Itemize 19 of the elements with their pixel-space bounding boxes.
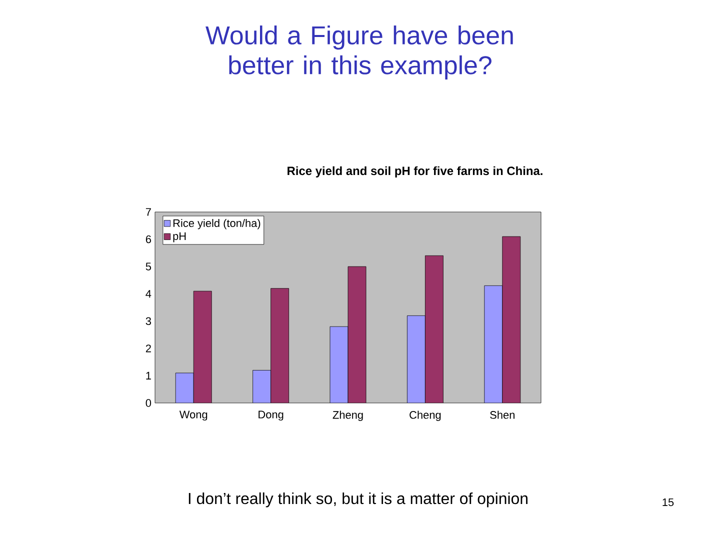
x-tick-label: Cheng	[410, 410, 441, 421]
chart-title: Would a Figure have been better in this example?	[206, 26, 513, 80]
legend-label: pH	[173, 232, 186, 242]
x-tick-label: Dong	[258, 410, 284, 421]
x-tick-label: Shen	[490, 410, 514, 419]
y-tick-label: 0	[146, 399, 152, 407]
y-tick-label: 3	[146, 317, 152, 326]
y-tick-label: 4	[146, 290, 152, 298]
chart-subtitle: Rice yield and soil pH for five farms in China.	[288, 166, 542, 178]
x-tick-label: Wong	[179, 410, 208, 421]
y-tick-label: 5	[146, 262, 152, 270]
y-tick-label: 1	[146, 372, 151, 380]
text: I don’t really think so, but it is a matter of opinion	[188, 492, 528, 508]
legend-label: Rice yield (ton/ha)	[173, 218, 260, 230]
y-tick-label: 7	[146, 208, 151, 216]
y-tick-label: 2	[146, 344, 151, 352]
text: 15	[662, 498, 674, 506]
y-tick-label: 6	[146, 235, 152, 244]
x-tick-label: Zheng	[332, 410, 363, 421]
